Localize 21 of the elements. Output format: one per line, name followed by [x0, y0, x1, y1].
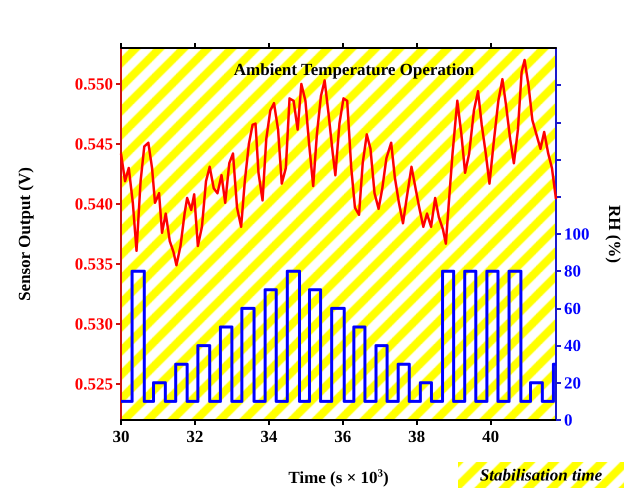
y-tick-label: 0.550	[74, 74, 113, 94]
y-tick-label: 0.545	[74, 134, 113, 154]
y-tick-label: 0.535	[74, 254, 113, 274]
y2-tick-label: 20	[564, 373, 581, 392]
x-tick-label: 34	[260, 427, 278, 446]
x-tick-label: 40	[482, 427, 500, 446]
y-axis-title: Sensor Output (V)	[15, 167, 34, 301]
line-series	[120, 58, 558, 266]
y-tick-label: 0.525	[74, 374, 113, 394]
x-tick-label: 32	[186, 427, 204, 446]
x-tick-label: 36	[334, 427, 352, 446]
y2-tick-label: 100	[564, 224, 590, 244]
y-tick-label: 0.530	[74, 314, 113, 334]
y2-tick-label: 60	[564, 298, 581, 318]
y2-tick-label: 80	[564, 262, 581, 281]
y2-tick-label: 0	[564, 410, 572, 430]
y2-tick-label: 40	[564, 336, 581, 356]
x-tick-label: 30	[112, 427, 130, 446]
y2-axis-title: RH (%)	[605, 204, 624, 264]
x-tick-label: 38	[408, 427, 426, 446]
y-tick-label: 0.540	[74, 194, 113, 214]
